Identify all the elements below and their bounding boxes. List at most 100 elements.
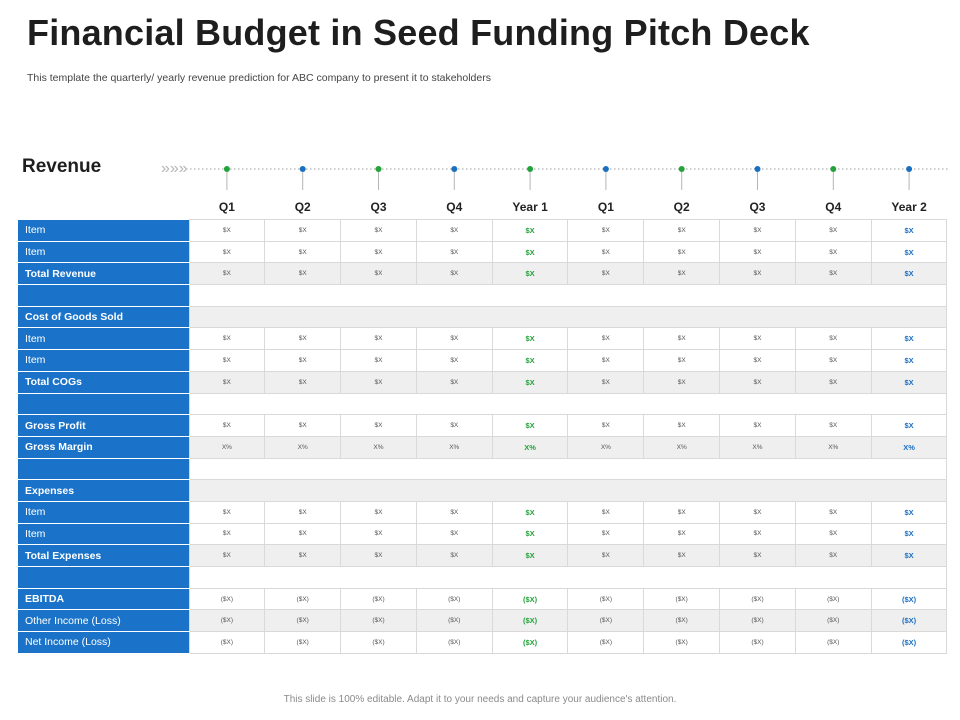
table-row: Item $X $X $X $X $X $X $X $X $X $X [18,522,948,546]
row-label: Item [18,327,189,351]
value-cell: $X [264,500,342,524]
table-row [18,392,948,416]
footer-note: This slide is 100% editable. Adapt it to… [283,694,677,705]
value-cell: ($X) [491,631,569,654]
timeline-dot [527,166,534,172]
value-cell: ($X) [415,631,493,654]
page-title: Financial Budget in Seed Funding Pitch D… [27,12,810,53]
value-cell: $X [415,262,493,286]
timeline-dot [754,166,761,172]
row-label [18,566,189,589]
value-cell: $X [415,327,493,351]
value-cell: $X [870,327,948,351]
value-cell: ($X) [643,631,721,654]
timeline-dot [299,166,306,172]
value-cell: ($X) [415,609,493,633]
value-cell: $X [340,240,417,264]
column-header: Q4 [825,199,842,214]
value-cell: $X [643,414,721,437]
value-cell: $X [264,522,342,546]
value-cell: $X [643,370,721,394]
row-label: Item [18,241,189,264]
row-label: Cost of Goods Sold [18,306,189,329]
value-cell: $X [491,522,569,546]
value-cell: $X [188,349,266,372]
value-cell: ($X) [491,609,569,633]
header-blank [18,194,189,220]
value-cell: $X [794,414,872,437]
value-cell: $X [719,500,796,524]
value-cell: ($X) [491,587,569,611]
value-cell: ($X) [264,631,342,654]
value-cell: $X [719,414,796,437]
value-cell: $X [567,349,645,372]
value-cell: $X [264,370,342,394]
value-cell: $X [491,240,569,264]
value-cell: $X [794,240,872,264]
table-row: Item $X $X $X $X $X $X $X $X $X $X [18,349,948,372]
value-cell: ($X) [264,587,342,611]
value-cell: $X [491,370,569,394]
timeline-chevrons: »»» [161,160,188,177]
value-cell: X% [264,435,342,459]
value-cell: $X [643,240,721,264]
value-cell: X% [340,435,417,459]
value-cell: $X [794,327,872,351]
page-subtitle: This template the quarterly/ yearly reve… [27,72,491,84]
value-cell: $X [794,262,872,286]
revenue-heading: Revenue [22,156,102,177]
value-cell: X% [491,435,569,459]
value-cell: $X [870,262,948,286]
value-cell: ($X) [415,587,493,611]
value-cell: $X [415,240,493,264]
value-cell: $X [870,414,948,437]
timeline-dot [602,166,609,172]
value-cell: ($X) [870,587,948,611]
row-label: Item [18,219,189,242]
table-row: Expenses [18,479,948,502]
row-label: Item [18,349,189,372]
value-cell: $X [188,370,266,394]
value-cell: $X [340,414,417,437]
row-label: Total Expenses [18,544,189,567]
row-label: Gross Margin [18,436,189,459]
value-cell: $X [794,522,872,546]
value-cell: $X [340,544,417,567]
column-header: Year 1 [512,199,548,214]
value-cell: $X [264,219,342,242]
value-cell: $X [415,522,493,546]
value-cell: $X [643,219,721,242]
value-cell: $X [340,327,417,351]
value-cell: ($X) [188,631,266,654]
value-cell: ($X) [719,587,796,611]
value-cell: $X [567,414,645,437]
table-row: Total COGs $X $X $X $X $X $X $X $X $X $X [18,370,948,394]
value-cell: $X [719,544,796,567]
value-cell: ($X) [794,587,872,611]
value-cell: ($X) [870,609,948,633]
value-cell: $X [794,544,872,567]
value-cell: $X [719,219,796,242]
value-cell: ($X) [340,631,417,654]
empty-cell [188,392,948,416]
value-cell: ($X) [264,609,342,633]
table-row [18,566,948,589]
value-cell: $X [794,500,872,524]
table-row: Gross Margin X% X% X% X% X% X% X% X% X% X% [18,435,948,459]
value-cell: $X [491,349,569,372]
value-cell: $X [567,522,645,546]
table-row: Net Income (Loss) ($X) ($X) ($X) ($X) ($X) ($X… [18,631,948,654]
value-cell: $X [264,262,342,286]
table-row [18,284,948,307]
value-cell: $X [340,522,417,546]
value-cell: ($X) [794,631,872,654]
row-label [18,393,189,416]
column-header: Q1 [597,199,614,214]
value-cell: $X [719,370,796,394]
table-row: Item $X $X $X $X $X $X $X $X $X $X [18,500,948,524]
value-cell: $X [415,500,493,524]
column-header: Year 2 [891,199,927,214]
value-cell: $X [264,349,342,372]
value-cell: $X [188,522,266,546]
value-cell: X% [643,435,721,459]
